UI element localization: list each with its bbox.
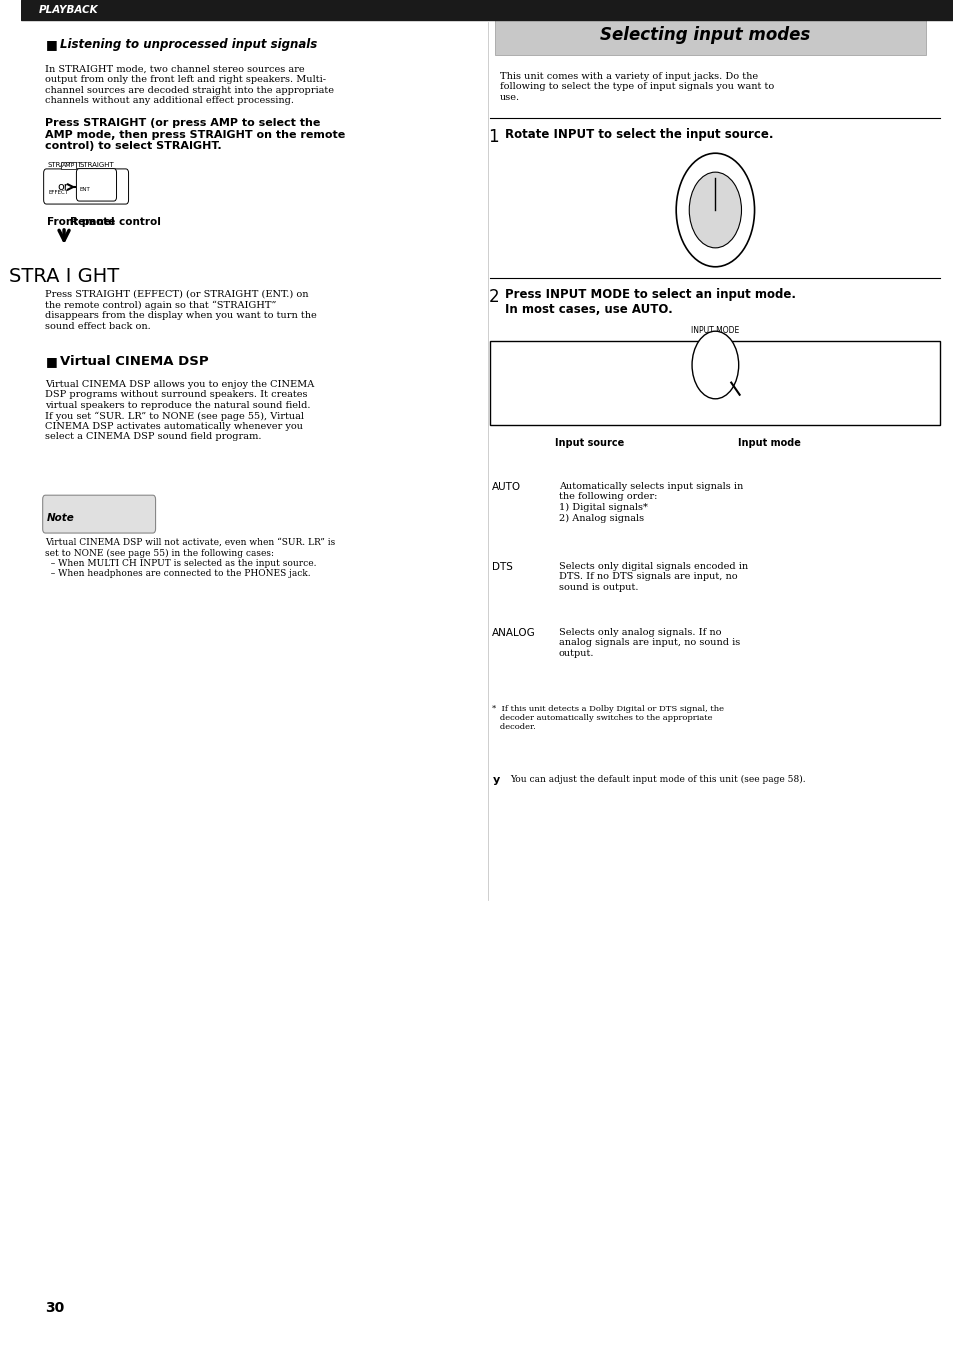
Text: Listening to unprocessed input signals: Listening to unprocessed input signals (60, 38, 317, 51)
Bar (490, 341, 940, 425)
Text: Press INPUT MODE to select an input mode.
In most cases, use AUTO.: Press INPUT MODE to select an input mode… (504, 288, 796, 316)
Text: STRA I GHT: STRA I GHT (9, 266, 119, 287)
Circle shape (676, 153, 754, 266)
FancyBboxPatch shape (43, 495, 155, 533)
Text: y: y (492, 775, 499, 786)
Text: Front panel: Front panel (48, 218, 115, 227)
Text: Virtual CINEMA DSP will not activate, even when “SUR. LR” is
set to NONE (see pa: Virtual CINEMA DSP will not activate, ev… (46, 538, 335, 579)
Text: DTS: DTS (492, 562, 513, 572)
Text: Press STRAIGHT (EFFECT) (or STRAIGHT (ENT.) on
the remote control) again so that: Press STRAIGHT (EFFECT) (or STRAIGHT (EN… (46, 289, 317, 331)
Text: EFFECT: EFFECT (49, 191, 69, 195)
Text: Remote control: Remote control (70, 218, 161, 227)
Text: AMP: AMP (62, 164, 75, 168)
Text: Selecting input modes: Selecting input modes (599, 26, 810, 45)
Text: This unit comes with a variety of input jacks. Do the
following to select the ty: This unit comes with a variety of input … (499, 72, 774, 101)
Text: You can adjust the default input mode of this unit (see page 58).: You can adjust the default input mode of… (510, 775, 804, 784)
Bar (495, 1, 924, 55)
Text: PLAYBACK: PLAYBACK (38, 5, 98, 15)
Text: Virtual CINEMA DSP allows you to enjoy the CINEMA
DSP programs without surround : Virtual CINEMA DSP allows you to enjoy t… (46, 380, 314, 441)
Text: MD/CD-R: MD/CD-R (737, 395, 759, 400)
FancyBboxPatch shape (76, 169, 116, 201)
Text: TUNER: TUNER (798, 395, 814, 400)
Text: 2: 2 (488, 288, 498, 306)
Text: AUTO: AUTO (759, 403, 805, 422)
Text: DVD: DVD (677, 395, 687, 400)
Text: 30: 30 (46, 1301, 65, 1315)
Circle shape (691, 331, 738, 399)
Text: Selects only analog signals. If no
analog signals are input, no sound is
output.: Selects only analog signals. If no analo… (558, 627, 740, 658)
Text: Input source: Input source (555, 438, 623, 448)
Text: In STRAIGHT mode, two channel stereo sources are
output from only the front left: In STRAIGHT mode, two channel stereo sou… (46, 65, 335, 105)
Text: STRAIGHT: STRAIGHT (79, 162, 113, 168)
Text: VOLUME: VOLUME (914, 395, 935, 400)
Text: V-AUX: V-AUX (556, 395, 570, 400)
Text: AUTO: AUTO (492, 483, 521, 492)
Circle shape (688, 172, 740, 247)
Text: *  If this unit detects a Dolby Digital or DTS signal, the
   decoder automatica: * If this unit detects a Dolby Digital o… (492, 704, 723, 731)
Text: ■: ■ (46, 38, 57, 51)
Text: Input mode: Input mode (738, 438, 800, 448)
Text: Automatically selects input signals in
the following order:
1) Digital signals*
: Automatically selects input signals in t… (558, 483, 742, 522)
FancyBboxPatch shape (44, 169, 129, 204)
Text: CD: CD (858, 395, 865, 400)
Text: INPUT: INPUT (702, 155, 727, 165)
Text: Rotate INPUT to select the input source.: Rotate INPUT to select the input source. (504, 128, 773, 141)
Bar (21, 0, 953, 20)
Text: Selects only digital signals encoded in
DTS. If no DTS signals are input, no
sou: Selects only digital signals encoded in … (558, 562, 747, 592)
Text: ■: ■ (46, 356, 57, 368)
Text: DVD: DVD (585, 403, 619, 422)
Text: VCR: VCR (495, 395, 505, 400)
Text: Press STRAIGHT (or press AMP to select the
AMP mode, then press STRAIGHT on the : Press STRAIGHT (or press AMP to select t… (46, 118, 345, 151)
Text: 1: 1 (488, 128, 498, 146)
Text: Virtual CINEMA DSP: Virtual CINEMA DSP (60, 356, 209, 368)
Text: Note: Note (47, 512, 74, 523)
Text: STRAIGHT: STRAIGHT (48, 162, 82, 168)
Text: or: or (57, 183, 69, 192)
Text: INPUT MODE: INPUT MODE (691, 326, 739, 335)
Text: ENT: ENT (79, 187, 91, 192)
Text: ANALOG: ANALOG (492, 627, 536, 638)
Text: BVᴅBL: BVᴅBL (616, 395, 632, 400)
